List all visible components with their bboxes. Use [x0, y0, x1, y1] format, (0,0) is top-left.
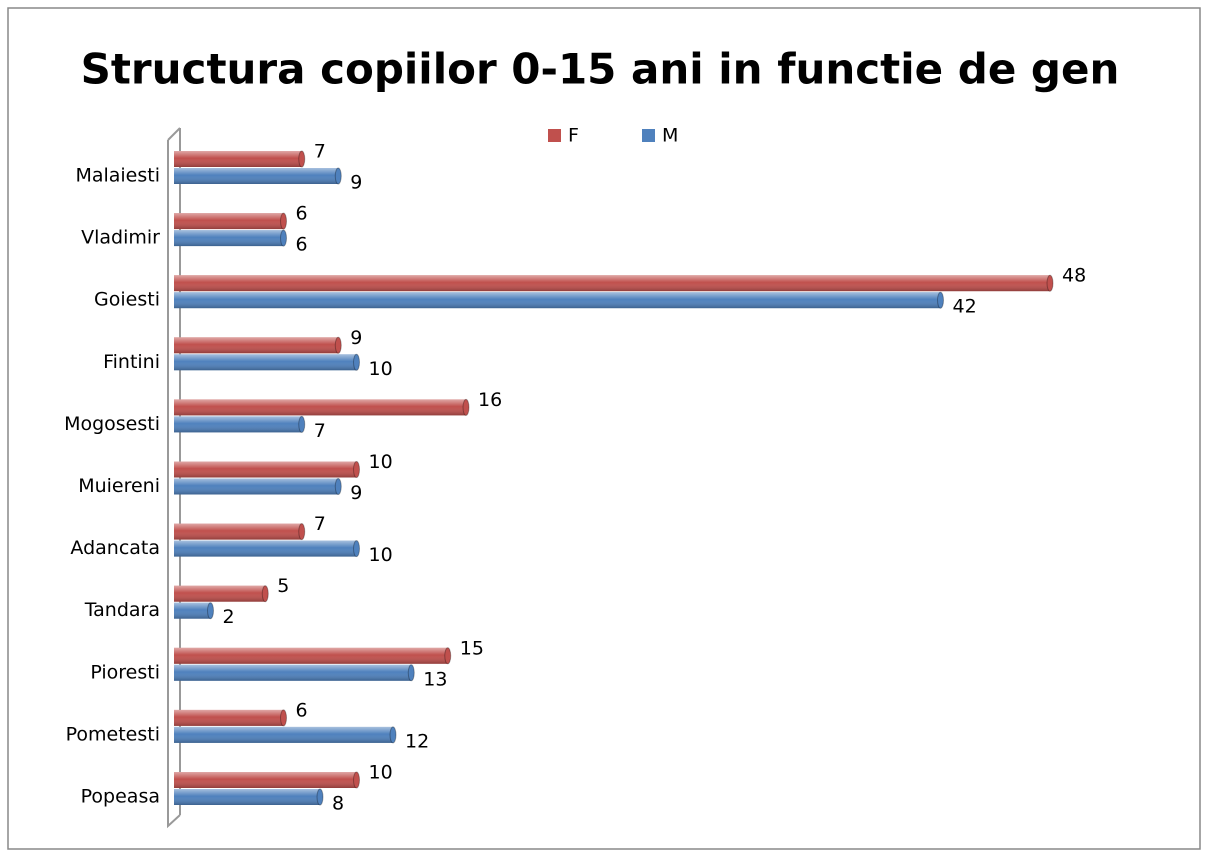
bar [174, 647, 452, 665]
bar [174, 336, 342, 354]
bar [174, 540, 360, 558]
data-label: 7 [314, 141, 326, 163]
bar [174, 523, 306, 541]
bar [174, 602, 214, 620]
data-label: 10 [369, 451, 393, 473]
data-label: 8 [332, 793, 344, 815]
y-tick-label: Fintini [103, 351, 160, 373]
bar [174, 212, 287, 230]
y-tick-label: Vladimir [81, 227, 160, 249]
bar [174, 398, 470, 416]
legend-label: F [568, 125, 579, 147]
data-label: 42 [953, 296, 977, 318]
legend-swatch [548, 129, 561, 142]
y-tick-label: Pioresti [90, 661, 160, 683]
legend-label: M [662, 125, 678, 147]
bar [174, 150, 306, 168]
y-tick-label: Pometesti [66, 723, 160, 745]
legend-swatch [642, 129, 655, 142]
data-label: 15 [460, 637, 484, 659]
bar [174, 353, 360, 371]
chart-title: Structura copiilor 0-15 ani in functie d… [81, 45, 1120, 94]
data-label: 7 [314, 420, 326, 442]
y-tick-label: Adancata [70, 537, 160, 559]
data-label: 10 [369, 358, 393, 380]
y-tick-label: Goiesti [94, 289, 160, 311]
data-label: 5 [277, 575, 289, 597]
data-label: 6 [296, 699, 308, 721]
y-tick-label: Malaiesti [75, 165, 160, 187]
bar [174, 771, 360, 789]
bar [174, 788, 324, 806]
data-label: 10 [369, 544, 393, 566]
bar [174, 167, 342, 185]
bar [174, 585, 269, 603]
data-label: 6 [296, 234, 308, 256]
y-tick-label: Popeasa [81, 786, 160, 808]
data-label: 12 [405, 730, 429, 752]
bar [174, 709, 287, 727]
bar [174, 415, 306, 433]
data-label: 7 [314, 513, 326, 535]
data-label: 10 [369, 762, 393, 784]
data-label: 9 [350, 482, 362, 504]
bar [174, 726, 397, 744]
bar [174, 478, 342, 495]
bar [174, 274, 1054, 292]
data-label: 6 [296, 203, 308, 225]
data-label: 9 [350, 172, 362, 194]
data-label: 2 [223, 606, 235, 628]
data-label: 13 [423, 668, 447, 690]
y-tick-label: Mogosesti [64, 413, 160, 435]
data-label: 16 [478, 389, 502, 411]
data-label: 9 [350, 327, 362, 349]
bar [174, 461, 360, 478]
data-label: 48 [1062, 265, 1086, 287]
y-tick-label: Muiereni [78, 475, 160, 497]
bar [174, 229, 287, 247]
y-tick-label: Tandara [84, 599, 160, 621]
bar [174, 291, 944, 309]
bar [174, 664, 415, 682]
